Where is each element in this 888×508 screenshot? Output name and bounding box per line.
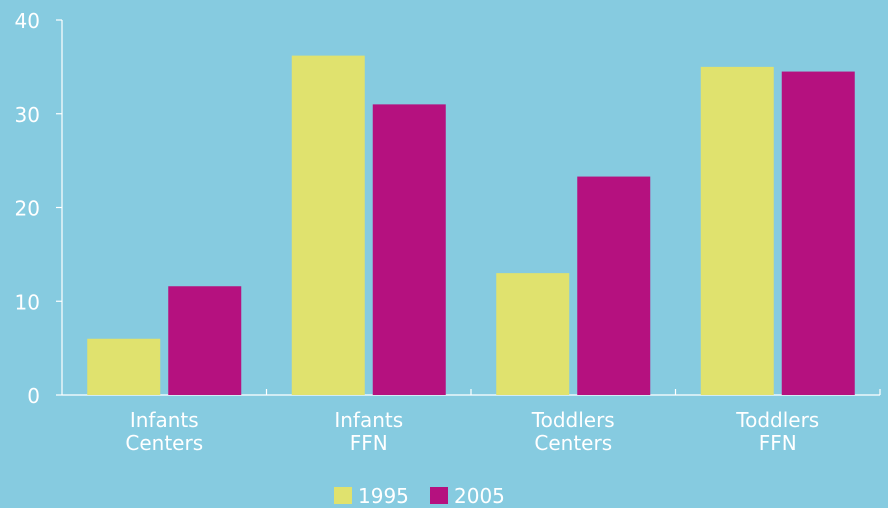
x-tick-label: Toddlers: [531, 408, 615, 432]
legend-swatch-1995: [334, 487, 352, 504]
x-tick-label: Infants: [334, 408, 403, 432]
bar-1995-infants-ffn: [291, 55, 365, 395]
legend-label-2005: 2005: [454, 484, 505, 508]
legend-swatch-2005: [430, 487, 448, 504]
x-tick-label: FFN: [759, 431, 797, 455]
y-tick-label: 40: [15, 9, 40, 33]
bars: [87, 55, 855, 395]
y-axis: 0 10 20 30 40: [15, 9, 63, 408]
x-tick-label: Toddlers: [735, 408, 819, 432]
x-tick-label: Infants: [130, 408, 199, 432]
x-tick-label: FFN: [350, 431, 388, 455]
legend-label-1995: 1995: [358, 484, 409, 508]
y-tick-label: 10: [15, 290, 40, 314]
x-tick-label: Centers: [534, 431, 612, 455]
bar-1995-infants-centers: [87, 338, 161, 395]
bar-1995-toddlers-centers: [496, 273, 570, 395]
y-tick-label: 20: [15, 197, 40, 221]
bar-2005-toddlers-centers: [577, 176, 651, 395]
legend: 1995 2005: [334, 484, 505, 508]
x-tick-labels: InfantsCentersInfantsFFNToddlersCentersT…: [125, 408, 819, 455]
y-tick-label: 30: [15, 103, 40, 127]
y-tick-label: 0: [27, 384, 40, 408]
bar-2005-infants-ffn: [372, 104, 446, 395]
x-tick-label: Centers: [125, 431, 203, 455]
bar-2005-toddlers-ffn: [781, 71, 855, 395]
bar-1995-toddlers-ffn: [700, 66, 774, 395]
bar-2005-infants-centers: [168, 286, 242, 395]
